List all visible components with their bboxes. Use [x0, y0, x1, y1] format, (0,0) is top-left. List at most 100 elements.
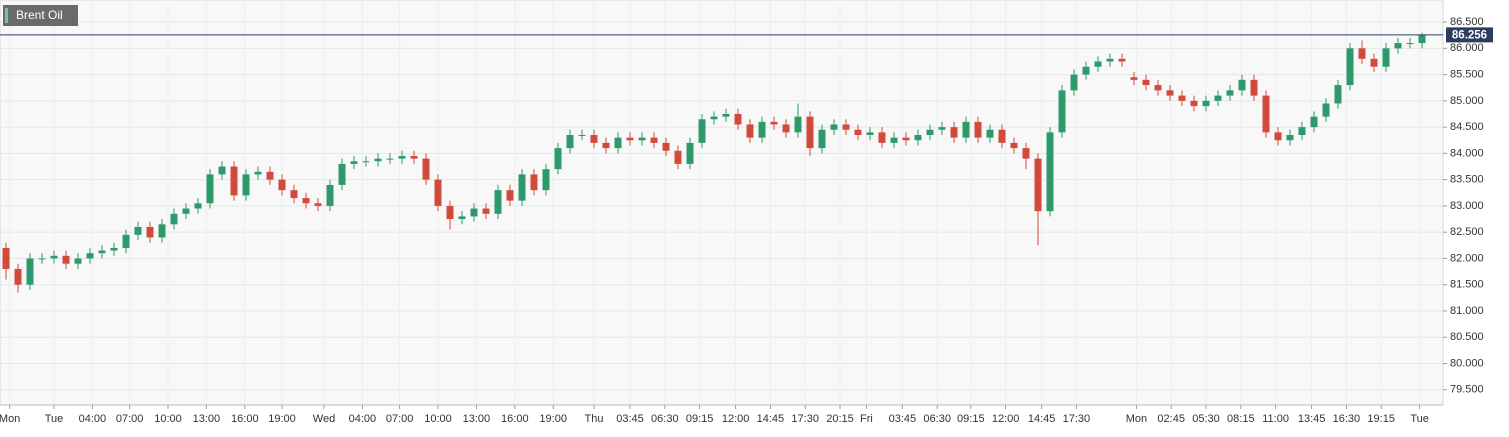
- candle-body: [770, 121, 778, 125]
- candle-body: [206, 174, 214, 204]
- x-tick-label: Mon: [1126, 413, 1147, 425]
- candle-body: [1334, 85, 1342, 104]
- x-tick-label: 05:30: [1192, 413, 1220, 425]
- x-tick-label: Fri: [860, 413, 873, 425]
- candle-body: [986, 129, 994, 138]
- candle-body: [158, 224, 166, 238]
- x-tick-label: Tue: [45, 413, 64, 425]
- y-tick-label: 80.500: [1450, 331, 1484, 343]
- x-tick-label: 10:00: [424, 413, 452, 425]
- candle-body: [386, 158, 394, 160]
- candle-body: [674, 150, 682, 164]
- candle-body: [1070, 74, 1078, 91]
- candle-body: [74, 258, 82, 264]
- candle-body: [518, 174, 526, 201]
- candle-body: [1034, 158, 1042, 212]
- candle-body: [758, 121, 766, 138]
- candle-body: [350, 161, 358, 164]
- y-tick-label: 86.500: [1450, 16, 1484, 28]
- candle-body: [902, 137, 910, 141]
- candle-body: [326, 184, 334, 206]
- candle-body: [854, 129, 862, 135]
- candle-body: [506, 190, 514, 201]
- candle-body: [998, 129, 1006, 143]
- x-tick-label: 14:45: [1028, 413, 1056, 425]
- candle-body: [242, 174, 250, 196]
- y-tick-label: 83.500: [1450, 174, 1484, 186]
- y-tick-label: 84.500: [1450, 121, 1484, 133]
- y-tick-label: 85.500: [1450, 68, 1484, 80]
- candle-body: [362, 161, 370, 163]
- candle-body: [1106, 58, 1114, 62]
- x-tick-label: 11:00: [1262, 413, 1289, 425]
- candle-body: [746, 124, 754, 138]
- candle-body: [482, 208, 490, 214]
- candle-body: [1166, 90, 1174, 96]
- candle-body: [1226, 90, 1234, 96]
- candle-body: [398, 156, 406, 159]
- candle-body: [2, 247, 10, 269]
- candle-body: [86, 253, 94, 259]
- x-tick-label: 16:00: [231, 413, 259, 425]
- x-tick-label: 02:45: [1157, 413, 1185, 425]
- x-tick-label: 09:15: [957, 413, 985, 425]
- x-tick-label: 07:00: [386, 413, 414, 425]
- candle-body: [1406, 43, 1414, 45]
- candle-body: [1394, 43, 1402, 49]
- candle-body: [50, 255, 58, 259]
- candle-body: [686, 142, 694, 164]
- candle-body: [542, 169, 550, 191]
- candle-body: [866, 132, 874, 135]
- x-tick-label: 10:00: [154, 413, 182, 425]
- candle-body: [614, 137, 622, 149]
- chart-title: Brent Oil: [16, 8, 63, 22]
- candle-body: [26, 258, 34, 285]
- candles: [2, 32, 1426, 293]
- x-tick-label: 13:00: [193, 413, 221, 425]
- y-tick-label: 86.000: [1450, 42, 1484, 54]
- candle-body: [1358, 48, 1366, 59]
- candle-body: [1310, 116, 1318, 128]
- candle-body: [974, 121, 982, 138]
- candle-body: [1154, 85, 1162, 91]
- candle-body: [938, 127, 946, 130]
- x-tick-label: 03:45: [889, 413, 917, 425]
- candle-body: [1130, 77, 1138, 80]
- candle-body: [1322, 103, 1330, 117]
- title-stripe: [5, 8, 8, 23]
- candle-body: [1382, 48, 1390, 67]
- candle-body: [806, 116, 814, 149]
- candle-body: [1046, 132, 1054, 212]
- x-tick-label: 20:15: [826, 413, 854, 425]
- candle-body: [38, 258, 46, 260]
- candle-body: [422, 158, 430, 180]
- candle-body: [122, 234, 130, 248]
- candle-body: [950, 127, 958, 138]
- y-tick-label: 80.000: [1450, 357, 1484, 369]
- x-tick-label: 07:00: [116, 413, 144, 425]
- candle-body: [890, 137, 898, 143]
- candle-body: [134, 226, 142, 235]
- candle-body: [494, 190, 502, 214]
- candle-body: [1238, 79, 1246, 91]
- candle-body: [662, 142, 670, 151]
- candle-body: [650, 137, 658, 143]
- x-tick-label: 19:00: [268, 413, 296, 425]
- candle-body: [302, 198, 310, 204]
- candle-body: [146, 226, 154, 238]
- candle-body: [290, 190, 298, 199]
- candle-body: [278, 179, 286, 191]
- x-tick-label: 06:30: [651, 413, 679, 425]
- y-tick-label: 81.000: [1450, 305, 1484, 317]
- x-tick-label: 13:00: [463, 413, 491, 425]
- candle-body: [1094, 61, 1102, 67]
- x-tick-label: 17:30: [791, 413, 819, 425]
- x-tick-label: Mon: [0, 413, 20, 425]
- x-tick-label: Thu: [585, 413, 604, 425]
- candle-body: [962, 121, 970, 138]
- x-tick-label: 12:00: [722, 413, 750, 425]
- candle-body: [1058, 90, 1066, 133]
- x-tick-label: Tue: [1410, 413, 1429, 425]
- candle-body: [170, 213, 178, 225]
- candle-body: [698, 119, 706, 143]
